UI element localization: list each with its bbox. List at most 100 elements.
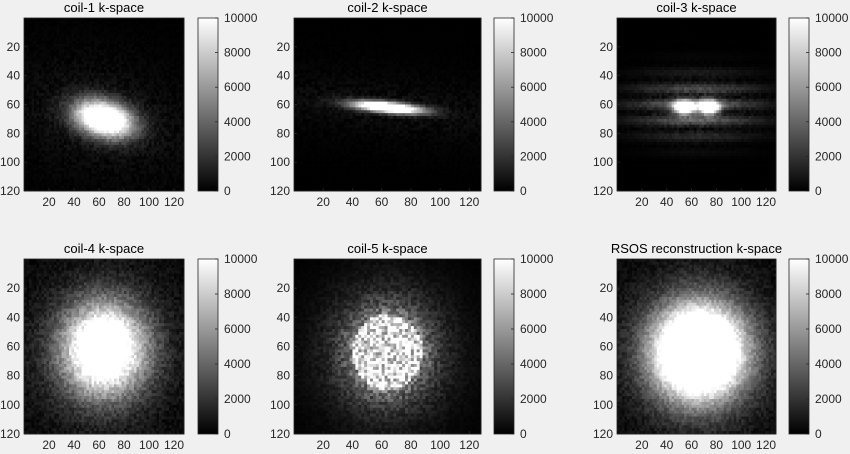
heatmap-cell — [66, 72, 70, 77]
heatmap-cell — [94, 23, 97, 28]
heatmap-cell — [119, 52, 122, 56]
heatmap-cell — [323, 49, 327, 53]
heatmap-cell — [69, 58, 72, 62]
heatmap-cell — [457, 20, 461, 25]
heatmap-cell — [139, 153, 142, 157]
heatmap-cell — [99, 26, 102, 30]
heatmap-cell — [109, 107, 112, 111]
heatmap-cell — [31, 81, 35, 85]
heatmap-cell — [340, 18, 345, 22]
heatmap-cell — [61, 118, 65, 123]
heatmap-cell — [59, 84, 62, 88]
heatmap-cell — [84, 173, 87, 177]
heatmap-cell — [131, 156, 135, 160]
heatmap-cell — [171, 67, 175, 71]
heatmap-cell — [129, 61, 132, 65]
heatmap-cell — [161, 64, 165, 68]
heatmap-cell — [114, 20, 117, 25]
heatmap-cell — [29, 182, 32, 186]
heatmap-cell — [109, 179, 112, 183]
heatmap-cell — [39, 121, 42, 126]
heatmap-cell — [51, 81, 55, 85]
heatmap-cell — [146, 165, 150, 169]
heatmap-cell — [375, 35, 380, 39]
heatmap-cell — [46, 84, 50, 88]
heatmap-cell — [91, 141, 95, 146]
heatmap-cell — [79, 32, 82, 36]
heatmap-cell — [36, 23, 40, 28]
heatmap-cell — [126, 110, 130, 114]
heatmap-cell — [99, 101, 102, 105]
heatmap-cell — [121, 92, 125, 97]
heatmap-cell — [89, 18, 92, 22]
heatmap-cell — [129, 104, 132, 108]
heatmap-cell — [41, 55, 45, 59]
heatmap-cell — [407, 49, 412, 53]
heatmap-cell — [399, 20, 403, 25]
heatmap-cell — [24, 173, 27, 177]
heatmap-cell — [294, 29, 298, 33]
heatmap-cell — [109, 167, 112, 172]
heatmap-cell — [84, 156, 87, 160]
heatmap-cell — [154, 156, 157, 160]
heatmap-cell — [141, 130, 145, 134]
heatmap-cell — [69, 104, 72, 108]
heatmap-cell — [114, 32, 117, 36]
heatmap-cell — [141, 162, 145, 166]
heatmap-cell — [71, 127, 75, 131]
heatmap-cell — [119, 113, 122, 117]
heatmap-cell — [372, 52, 377, 56]
heatmap-cell — [179, 26, 182, 30]
heatmap-cell — [343, 43, 347, 48]
heatmap-cell — [410, 49, 415, 53]
heatmap-cell — [131, 130, 135, 134]
heatmap-cell — [416, 61, 421, 65]
heatmap-cell — [31, 110, 35, 114]
heatmap-cell — [369, 58, 374, 62]
heatmap-cell — [41, 150, 45, 154]
heatmap-cell — [146, 127, 150, 131]
heatmap-cell — [81, 72, 85, 77]
heatmap-cell — [96, 26, 100, 30]
heatmap-cell — [54, 159, 57, 163]
heatmap-cell — [114, 58, 117, 62]
heatmap-cell — [104, 176, 107, 180]
heatmap-cell — [121, 141, 125, 146]
heatmap-cell — [99, 38, 102, 42]
heatmap-cell — [169, 29, 172, 33]
heatmap-cell — [437, 49, 441, 53]
heatmap-cell — [111, 49, 115, 53]
heatmap-cell — [99, 23, 102, 28]
heatmap-cell — [390, 46, 394, 51]
heatmap-cell — [74, 116, 77, 120]
heatmap-cell — [443, 38, 447, 42]
heatmap-cell — [416, 18, 421, 22]
heatmap-cell — [358, 32, 362, 36]
heatmap-cell — [49, 104, 52, 108]
heatmap-cell — [134, 167, 137, 172]
heatmap-cell — [131, 139, 135, 143]
heatmap-cell — [41, 121, 45, 126]
heatmap-cell — [144, 159, 147, 163]
heatmap-cell — [416, 26, 421, 30]
heatmap-cell — [109, 38, 112, 42]
heatmap-cell — [31, 104, 35, 108]
heatmap-cell — [159, 67, 162, 71]
heatmap-cell — [31, 167, 35, 172]
heatmap-cell — [51, 104, 55, 108]
heatmap-cell — [101, 118, 105, 123]
heatmap-cell — [46, 61, 50, 65]
heatmap-cell — [466, 18, 470, 22]
heatmap-cell — [156, 49, 160, 53]
heatmap-cell — [41, 58, 45, 62]
heatmap-cell — [176, 124, 180, 128]
heatmap-cell — [74, 72, 77, 77]
heatmap-cell — [169, 116, 172, 120]
heatmap-cell — [126, 167, 130, 172]
heatmap-cell — [169, 87, 172, 91]
heatmap-cell — [46, 69, 50, 74]
heatmap-cell — [69, 69, 72, 74]
heatmap-cell — [154, 130, 157, 134]
heatmap-cell — [134, 141, 137, 146]
heatmap-cell — [74, 150, 77, 154]
